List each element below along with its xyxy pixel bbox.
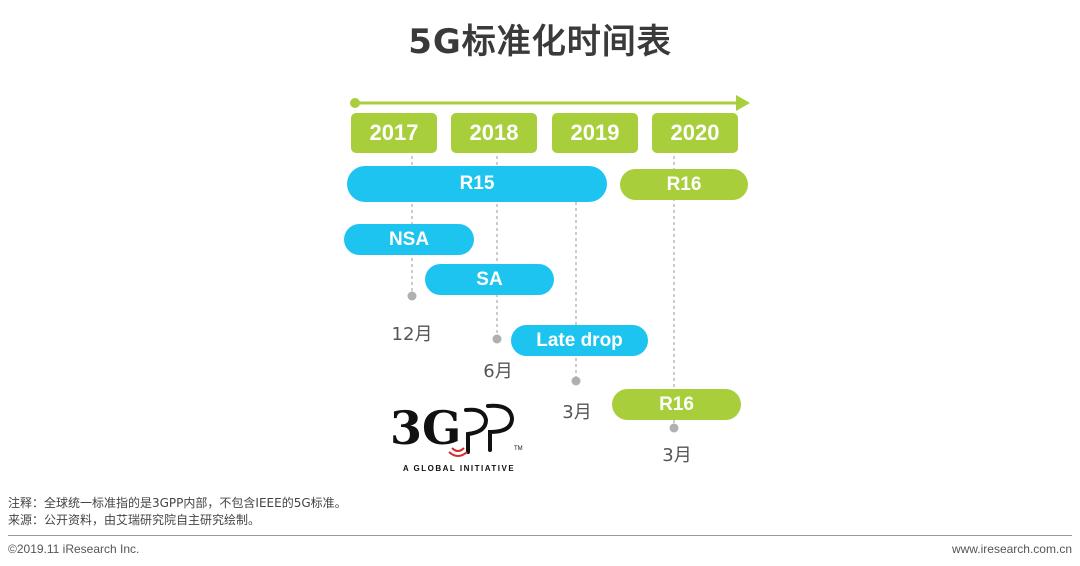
year-box-2020: 2020 (652, 113, 738, 153)
release-r16-bottom: R16 (612, 389, 741, 420)
footer-copyright: ©2019.11 iResearch Inc. (8, 542, 140, 556)
release-late-drop: Late drop (511, 325, 648, 356)
3gpp-logo-mark: 3G (390, 401, 461, 455)
3gpp-logo: 3G TM (390, 401, 523, 457)
note-text: 注释：全球统一标准指的是3GPP内部，不包含IEEE的5G标准。 (8, 496, 347, 510)
milestone-dot-nsa (407, 291, 417, 301)
milestone-dot-late-drop (571, 376, 581, 386)
milestone-dot-sa (492, 334, 502, 344)
release-r15: R15 (347, 166, 607, 202)
svg-text:TM: TM (514, 446, 523, 452)
year-box-2019: 2019 (552, 113, 638, 153)
release-r16-top: R16 (620, 169, 748, 200)
year-box-2017: 2017 (351, 113, 437, 153)
year-box-2018: 2018 (451, 113, 537, 153)
footer-divider (8, 535, 1072, 536)
3gpp-logo-tagline: A GLOBAL INITIATIVE (402, 464, 516, 473)
timeline-arrow-head (736, 95, 750, 111)
release-nsa: NSA (344, 224, 474, 255)
release-sa: SA (425, 264, 554, 295)
milestone-label-nsa: 12月 (391, 324, 433, 345)
source-text: 来源：公开资料，由艾瑞研究院自主研究绘制。 (8, 513, 261, 527)
footer-website: www.iresearch.com.cn (951, 542, 1072, 556)
milestone-label-late-drop: 3月 (562, 402, 592, 423)
milestone-dot-r16 (669, 423, 679, 433)
milestone-label-sa: 6月 (483, 361, 513, 382)
page-title: 5G标准化时间表 (408, 22, 672, 62)
milestone-label-r16: 3月 (662, 445, 692, 466)
